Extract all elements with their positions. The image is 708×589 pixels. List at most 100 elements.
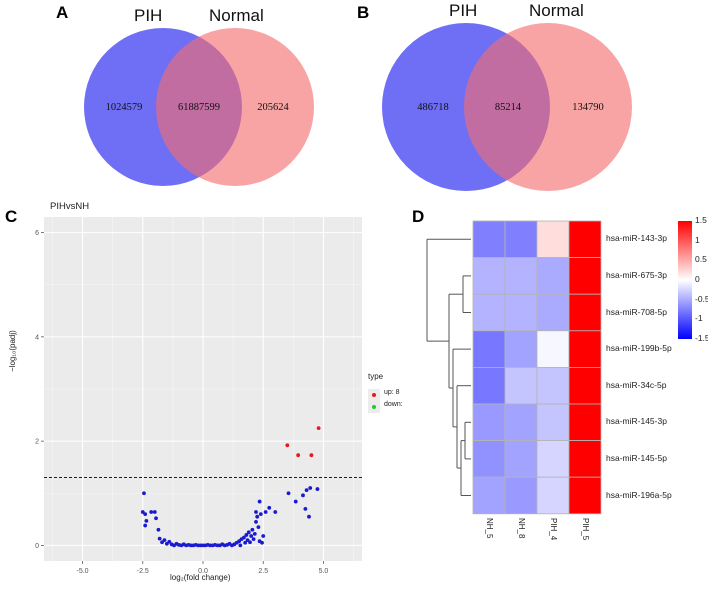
venn-diagram-a: 1024579 61887599 205624: [84, 28, 314, 186]
volcano-legend-down-key: [368, 401, 380, 413]
venn-b-normal-circle: [464, 23, 632, 191]
volcano-point-ns: [267, 505, 272, 510]
volcano-point-ns: [308, 486, 313, 490]
volcano-point-ns: [246, 530, 251, 535]
heatmap-row-label: hsa-miR-145-3p: [606, 416, 667, 427]
volcano-point-ns: [249, 534, 254, 538]
venn-b-overlap: 85214: [495, 102, 522, 113]
heatmap-cell: [536, 293, 570, 332]
heatmap-cell: [504, 293, 538, 332]
volcano-point-ns: [142, 491, 146, 496]
heatmap-row-label: hsa-miR-196a-5p: [606, 489, 672, 500]
heatmap-cell: [568, 330, 602, 368]
volcano-point-ns: [263, 510, 268, 514]
volcano-point-up: [309, 453, 314, 458]
venn-a-left-only: 1024579: [106, 102, 143, 113]
venn-b-right-label: Normal: [529, 1, 584, 20]
volcano-plot: -5.0 -2.5 0.0 2.5 5.0 0 2 4 6: [35, 217, 362, 575]
venn-a-overlap: 61887599: [178, 102, 220, 113]
volcano-point-ns: [238, 543, 243, 548]
heatmap-cell: [472, 476, 506, 515]
heatmap-cell: [568, 257, 602, 295]
heatmap-cell: [536, 476, 570, 515]
volcano-x-axis-label: log₂(fold change): [170, 573, 231, 582]
volcano-point-up: [316, 426, 321, 430]
heatmap-row-label: hsa-miR-145-5p: [606, 452, 667, 463]
volcano-point-ns: [255, 514, 260, 519]
heatmap-cell: [568, 440, 602, 478]
volcano-point-ns: [251, 537, 256, 542]
heatmap-legend-tick: 1: [695, 234, 700, 245]
volcano-point-ns: [261, 534, 266, 538]
heatmap-cell: [568, 366, 602, 405]
heatmap-cell: [536, 257, 570, 295]
heatmap-cell: [472, 293, 506, 332]
volcano-point-ns: [243, 540, 248, 545]
volcano-point-ns: [162, 538, 167, 543]
volcano-point-ns: [144, 518, 149, 523]
volcano-x-tick-label: 5.0: [319, 568, 329, 575]
heatmap-column-label: PIH_5: [581, 517, 590, 541]
heatmap-row-label: hsa-miR-675-3p: [606, 269, 667, 280]
venn-diagram-b: 486718 85214 134790: [382, 23, 632, 191]
volcano-point-ns: [143, 512, 148, 516]
heatmap-cell: [536, 403, 570, 441]
heatmap-cell: [472, 403, 506, 441]
heatmap-column-label: NH_5: [485, 517, 494, 539]
heatmap-cell: [472, 220, 506, 258]
heatmap-legend-tick: -1: [695, 313, 703, 324]
volcano-y-axis-label: −log₁₀(padj): [8, 330, 17, 372]
heatmap-cell: [536, 330, 570, 368]
heatmap-cell: [504, 440, 538, 478]
venn-b-right-only: 134790: [572, 102, 604, 113]
volcano-legend-up: up: 8: [384, 389, 400, 396]
heatmap-cell: [472, 330, 506, 368]
volcano-x-tick-label: 2.5: [258, 568, 268, 575]
volcano-point-ns: [250, 527, 255, 532]
volcano-point-ns: [256, 525, 261, 530]
heatmap-column-label: PIH_4: [549, 517, 558, 541]
heatmap-legend-tick: -0.5: [695, 293, 708, 304]
heatmap-cell: [568, 220, 602, 258]
volcano-y-tick-label: 6: [35, 230, 39, 237]
panel-label-a: A: [56, 3, 69, 22]
volcano-point-ns: [167, 539, 172, 544]
venn-a-right-label: Normal: [209, 6, 264, 25]
venn-b-left-only: 486718: [417, 102, 449, 113]
volcano-legend-up-key: [368, 389, 380, 401]
heatmap-row-label: hsa-miR-199b-5p: [606, 343, 672, 354]
volcano-point-ns: [143, 523, 148, 528]
volcano-y-tick-label: 2: [35, 439, 39, 446]
heatmap-cell: [472, 257, 506, 295]
heatmap-row-label: hsa-miR-708-5p: [606, 306, 667, 317]
panel-label-c: C: [5, 207, 18, 226]
volcano-y-tick-label: 0: [35, 543, 39, 550]
volcano-point-ns: [156, 527, 161, 532]
heatmap-cell: [504, 403, 538, 441]
heatmap-cell: [536, 220, 570, 258]
volcano-point-ns: [260, 540, 264, 545]
heatmap-cell: [568, 476, 602, 515]
volcano-point-ns: [307, 514, 311, 519]
volcano-point-ns: [301, 493, 305, 498]
volcano-point-ns: [304, 488, 309, 493]
venn-a-right-only: 205624: [257, 102, 289, 113]
volcano-x-tick-label: -5.0: [77, 568, 89, 575]
volcano-point-ns: [303, 506, 308, 511]
volcano-point-ns: [154, 516, 158, 521]
legend-up-dot-icon: [372, 393, 376, 397]
venn-b-left-label: PIH: [449, 1, 478, 20]
heatmap-cell: [568, 293, 602, 332]
volcano-point-ns: [248, 540, 252, 545]
volcano-point-ns: [254, 510, 258, 514]
heatmap-cell: [568, 403, 602, 441]
heatmap-cell: [536, 366, 570, 405]
volcano-point-ns: [254, 520, 258, 524]
volcano-point-ns: [286, 491, 291, 496]
heatmap-cell: [472, 366, 506, 405]
legend-down-dot-icon: [372, 405, 376, 409]
heatmap-cell: [504, 366, 538, 405]
heatmap: [426, 220, 692, 515]
heatmap-legend-tick: -1.5: [695, 333, 708, 343]
volcano-point-ns: [152, 510, 157, 514]
